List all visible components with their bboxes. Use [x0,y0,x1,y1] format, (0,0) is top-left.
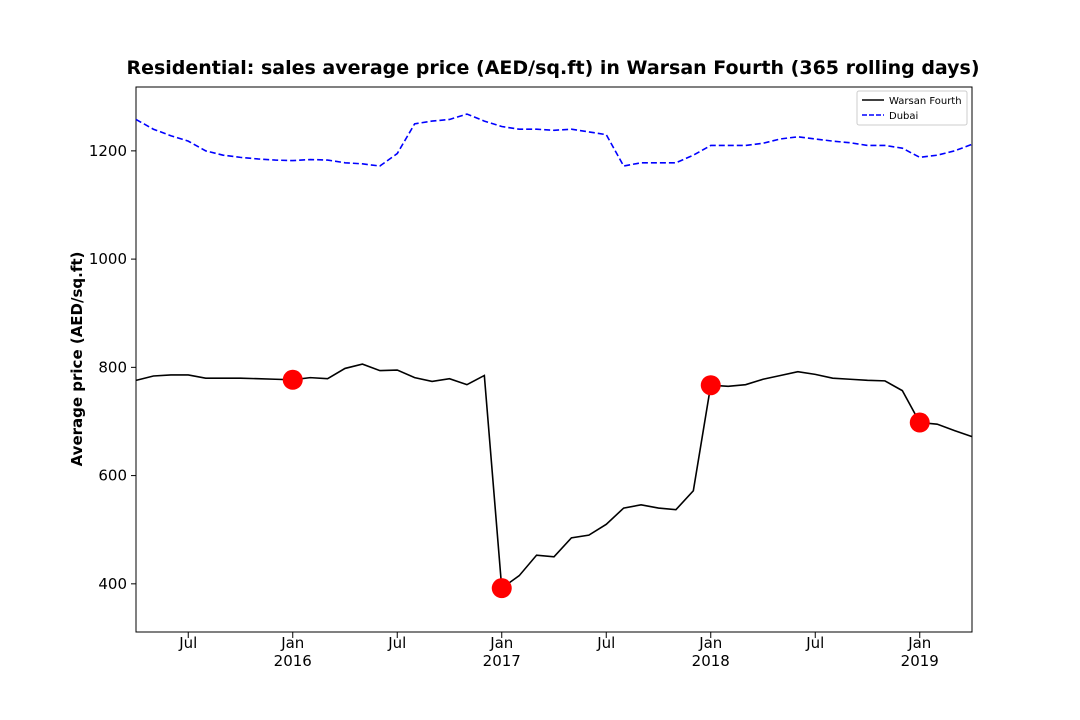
highlight-marker [282,369,303,390]
y-axis-label: Average price (AED/sq.ft) [68,252,86,467]
chart-title: Residential: sales average price (AED/sq… [126,57,979,79]
highlight-marker [909,412,930,433]
x-tick-label: Jan 2018 [692,634,730,670]
series-line [135,363,973,590]
y-tick-label: 600 [98,467,127,485]
x-tick-label: Jan 2019 [901,634,939,670]
legend-box [856,90,968,126]
y-tick-label: 800 [98,358,127,376]
legend: Warsan Fourth Dubai [856,90,968,126]
y-tick-label: 1200 [89,142,127,160]
series-line [135,113,973,167]
highlight-marker [491,578,512,599]
y-tick-label: 1000 [89,250,127,268]
x-tick-label: Jul [596,634,615,652]
x-tick-label: Jan 2016 [274,634,312,670]
x-tick-label: Jul [805,634,824,652]
y-tick-label: 400 [98,575,127,593]
x-tick-label: Jul [387,634,406,652]
x-tick-label: Jan 2017 [483,634,521,670]
highlight-marker [700,375,721,396]
legend-label: Dubai [889,111,918,122]
legend-label: Warsan Fourth [889,96,962,107]
x-tick-label: Jul [178,634,197,652]
plot-frame [135,86,973,633]
